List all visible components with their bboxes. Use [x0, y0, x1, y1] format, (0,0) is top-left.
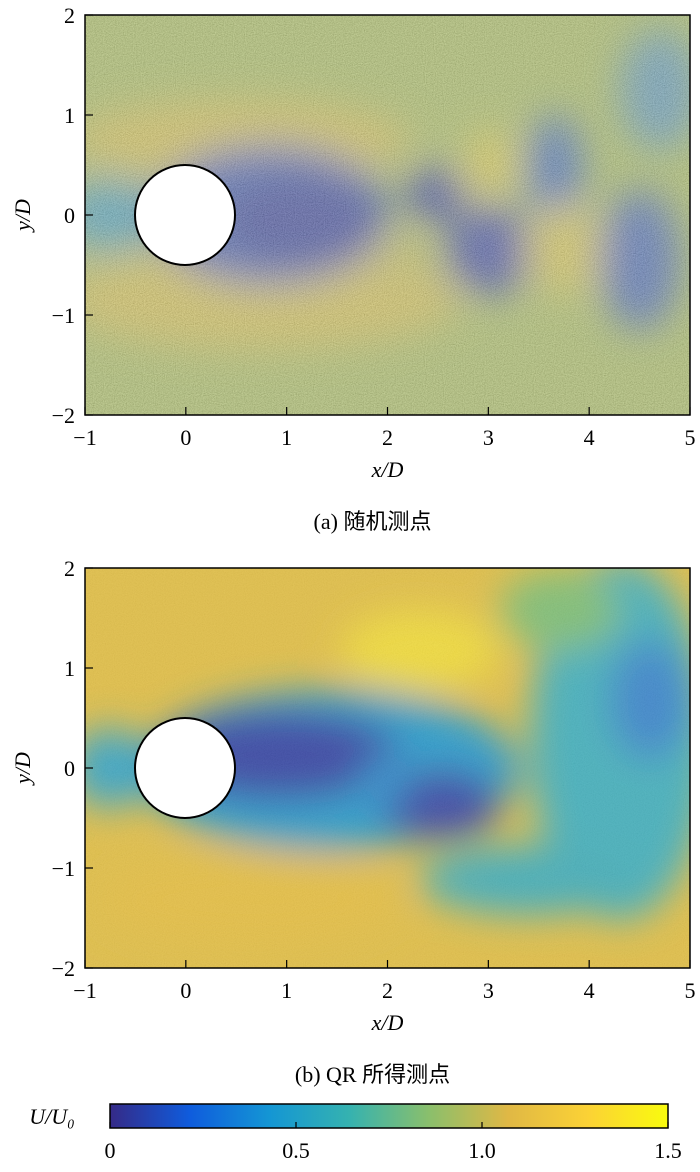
colorbar-tick-label: 1.5 [654, 1138, 682, 1163]
y-tick-label: 2 [64, 556, 75, 581]
caption: (b) QR 所得测点 [295, 1062, 450, 1087]
y-tick-label: 0 [64, 756, 75, 781]
x-tick-label: 3 [483, 425, 494, 450]
y-axis-label: y/D [10, 199, 35, 233]
x-tick-label: −1 [73, 978, 96, 1003]
colorbar-tick-label: 0 [105, 1138, 116, 1163]
caption: (a) 随机测点 [314, 509, 432, 534]
x-tick-label: −1 [73, 425, 96, 450]
y-tick-label: −2 [52, 956, 75, 981]
x-tick-label: 5 [685, 978, 696, 1003]
cylinder [134, 164, 236, 266]
field-a [85, 15, 690, 415]
x-axis-label: x/D [371, 457, 404, 482]
x-tick-label: 0 [180, 978, 191, 1003]
x-axis-label: x/D [371, 1010, 404, 1035]
x-tick-label: 3 [483, 978, 494, 1003]
x-tick-label: 4 [584, 425, 595, 450]
colorbar [109, 1103, 669, 1129]
x-tick-label: 1 [281, 978, 292, 1003]
y-tick-label: 1 [64, 103, 75, 128]
x-tick-label: 1 [281, 425, 292, 450]
x-tick-label: 0 [180, 425, 191, 450]
x-tick-label: 4 [584, 978, 595, 1003]
y-tick-label: 1 [64, 656, 75, 681]
y-axis-label: y/D [10, 752, 35, 786]
y-tick-label: −1 [52, 856, 75, 881]
x-tick-label: 2 [382, 978, 393, 1003]
y-tick-label: 2 [64, 3, 75, 28]
y-tick-label: −1 [52, 303, 75, 328]
cylinder [134, 717, 236, 819]
x-tick-label: 2 [382, 425, 393, 450]
y-tick-label: −2 [52, 403, 75, 428]
y-tick-label: 0 [64, 203, 75, 228]
x-tick-label: 5 [685, 425, 696, 450]
colorbar-label: U/U₀ [29, 1104, 75, 1129]
colorbar-tick-label: 0.5 [282, 1138, 310, 1163]
colorbar-tick-label: 1.0 [468, 1138, 496, 1163]
